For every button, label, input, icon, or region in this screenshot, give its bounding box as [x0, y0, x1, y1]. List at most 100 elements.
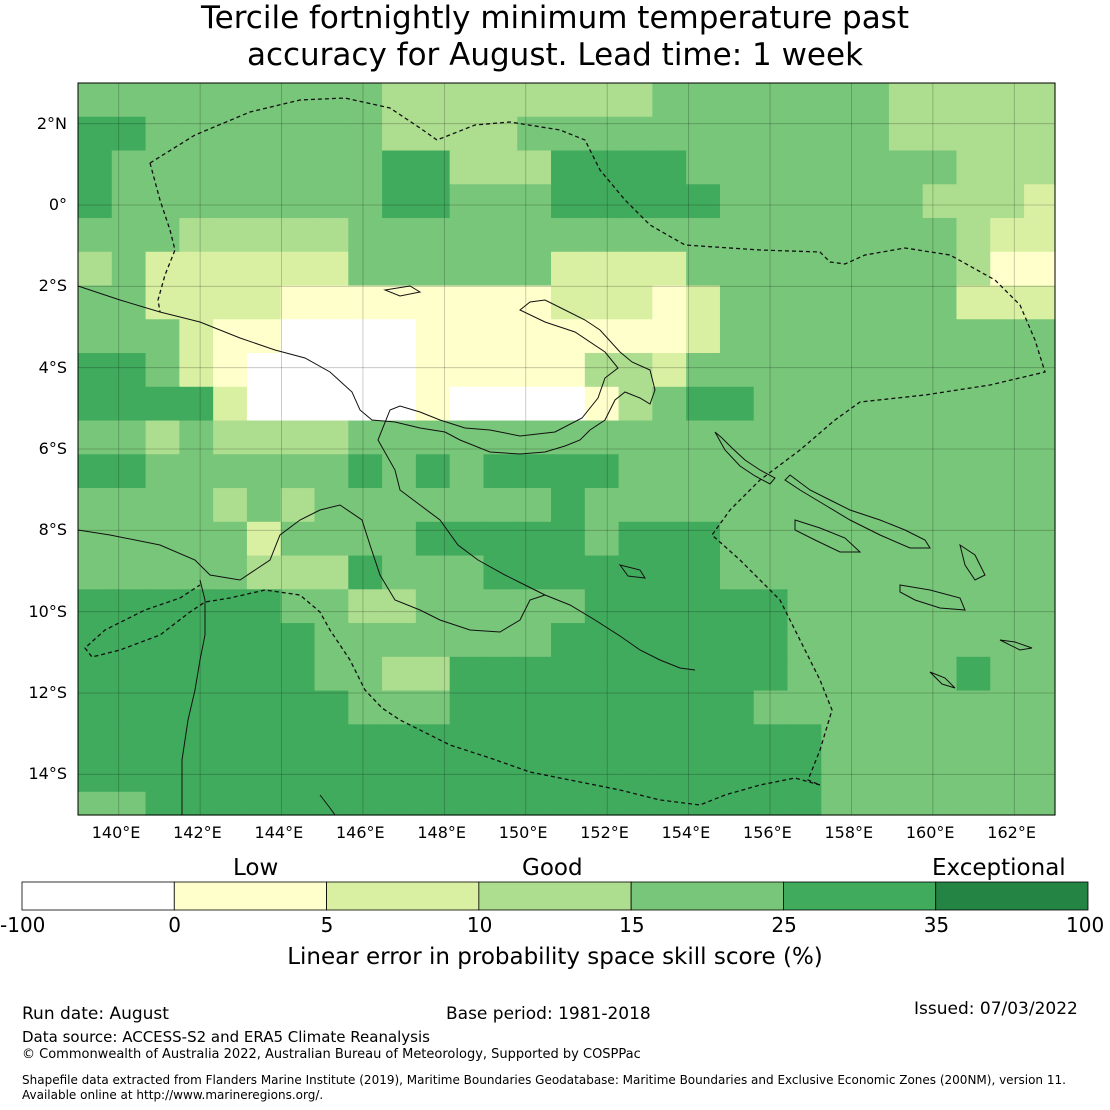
grid-cell [888, 319, 924, 354]
grid-cell [888, 791, 924, 816]
grid-cell [753, 386, 789, 422]
grid-cell [1024, 690, 1056, 725]
grid-cell [618, 555, 653, 590]
grid-cell [888, 623, 924, 658]
grid-cell [584, 791, 620, 816]
grid-cell [280, 386, 316, 422]
grid-cell [922, 83, 958, 118]
grid-cell [551, 251, 586, 287]
grid-cell [618, 420, 653, 455]
grid-cell [314, 555, 349, 590]
grid-cell [246, 386, 282, 422]
grid-cell [956, 521, 991, 557]
colorbar-tick-label: 25 [771, 913, 797, 937]
grid-cell [821, 218, 856, 253]
grid-cell [314, 319, 349, 354]
grid-cell [246, 83, 282, 118]
grid-cell [246, 623, 282, 658]
grid-cell [213, 150, 248, 185]
grid-cell [280, 690, 316, 725]
grid-cell [111, 690, 147, 725]
grid-cell [686, 521, 721, 557]
grid-cell [348, 184, 383, 219]
grid-cell [787, 454, 822, 489]
grid-cell [348, 555, 383, 590]
grid-cell [145, 589, 180, 624]
grid-cell [855, 758, 890, 793]
grid-cell [652, 488, 687, 523]
lat-tick-label: 4°S [38, 357, 67, 377]
grid-cell [1024, 184, 1056, 219]
grid-cell [145, 353, 180, 388]
colorbar-tick-label: 5 [320, 913, 334, 937]
grid-cell [719, 454, 755, 489]
grid-cell [246, 353, 282, 388]
grid-cell [922, 454, 958, 489]
grid-cell [1024, 791, 1056, 816]
colorbar-label: Linear error in probability space skill … [287, 944, 823, 970]
grid-cell [753, 656, 789, 692]
grid-cell [111, 555, 147, 590]
grid-cell [956, 184, 991, 219]
colorbar-segment [935, 881, 1089, 911]
grid-cell [145, 555, 180, 590]
grid-cell [821, 353, 856, 388]
grid-cell [348, 454, 383, 489]
grid-cell [787, 184, 822, 219]
grid-cell [483, 251, 518, 287]
grid-cell [618, 521, 653, 557]
grid-cell [145, 656, 180, 692]
grid-cell [686, 319, 721, 354]
grid-cell [618, 690, 653, 725]
colorbar-tick-label: 100 [1066, 913, 1105, 937]
grid-cell [652, 758, 687, 793]
grid-cell [145, 83, 180, 118]
category-low: Low [233, 855, 279, 881]
grid-cell [787, 791, 822, 816]
grid-cell [821, 386, 856, 422]
grid-cell [449, 724, 485, 759]
grid-cell [686, 83, 721, 118]
grid-cell [78, 555, 113, 590]
grid-cell [821, 555, 856, 590]
grid-cell [888, 521, 924, 557]
grid-cell [415, 623, 451, 658]
grid-cell [449, 386, 485, 422]
grid-cell [78, 724, 113, 759]
grid-cell [618, 184, 653, 219]
grid-cell [483, 218, 518, 253]
grid-cell [855, 555, 890, 590]
grid-cell [551, 589, 586, 624]
grid-cell [753, 319, 789, 354]
grid-cell [990, 83, 1025, 118]
grid-cell [618, 319, 653, 354]
chart-title-line1: Tercile fortnightly minimum temperature … [201, 0, 909, 36]
grid-cell [314, 758, 349, 793]
grid-cell [551, 218, 586, 253]
grid-cell [719, 724, 755, 759]
grid-cell [551, 285, 586, 320]
grid-cell [415, 724, 451, 759]
grid-cell [956, 251, 991, 287]
grid-cell [956, 116, 991, 152]
grid-cell [855, 218, 890, 253]
grid-cell [78, 791, 113, 816]
grid-cell [719, 83, 755, 118]
grid-cell [922, 420, 958, 455]
grid-cell [280, 218, 316, 253]
grid-cell [787, 353, 822, 388]
grid-cell [179, 454, 214, 489]
grid-cell [348, 251, 383, 287]
grid-cell [382, 83, 417, 118]
grid-cell [145, 791, 180, 816]
grid-cell [78, 454, 113, 489]
grid-cell [111, 319, 147, 354]
grid-cell [314, 656, 349, 692]
grid-cell [652, 420, 687, 455]
grid-cell [551, 758, 586, 793]
grid-cell [179, 184, 214, 219]
lon-tick-label: 150°E [498, 823, 548, 842]
grid-cell [280, 116, 316, 152]
grid-cell [956, 623, 991, 658]
grid-cell [855, 83, 890, 118]
